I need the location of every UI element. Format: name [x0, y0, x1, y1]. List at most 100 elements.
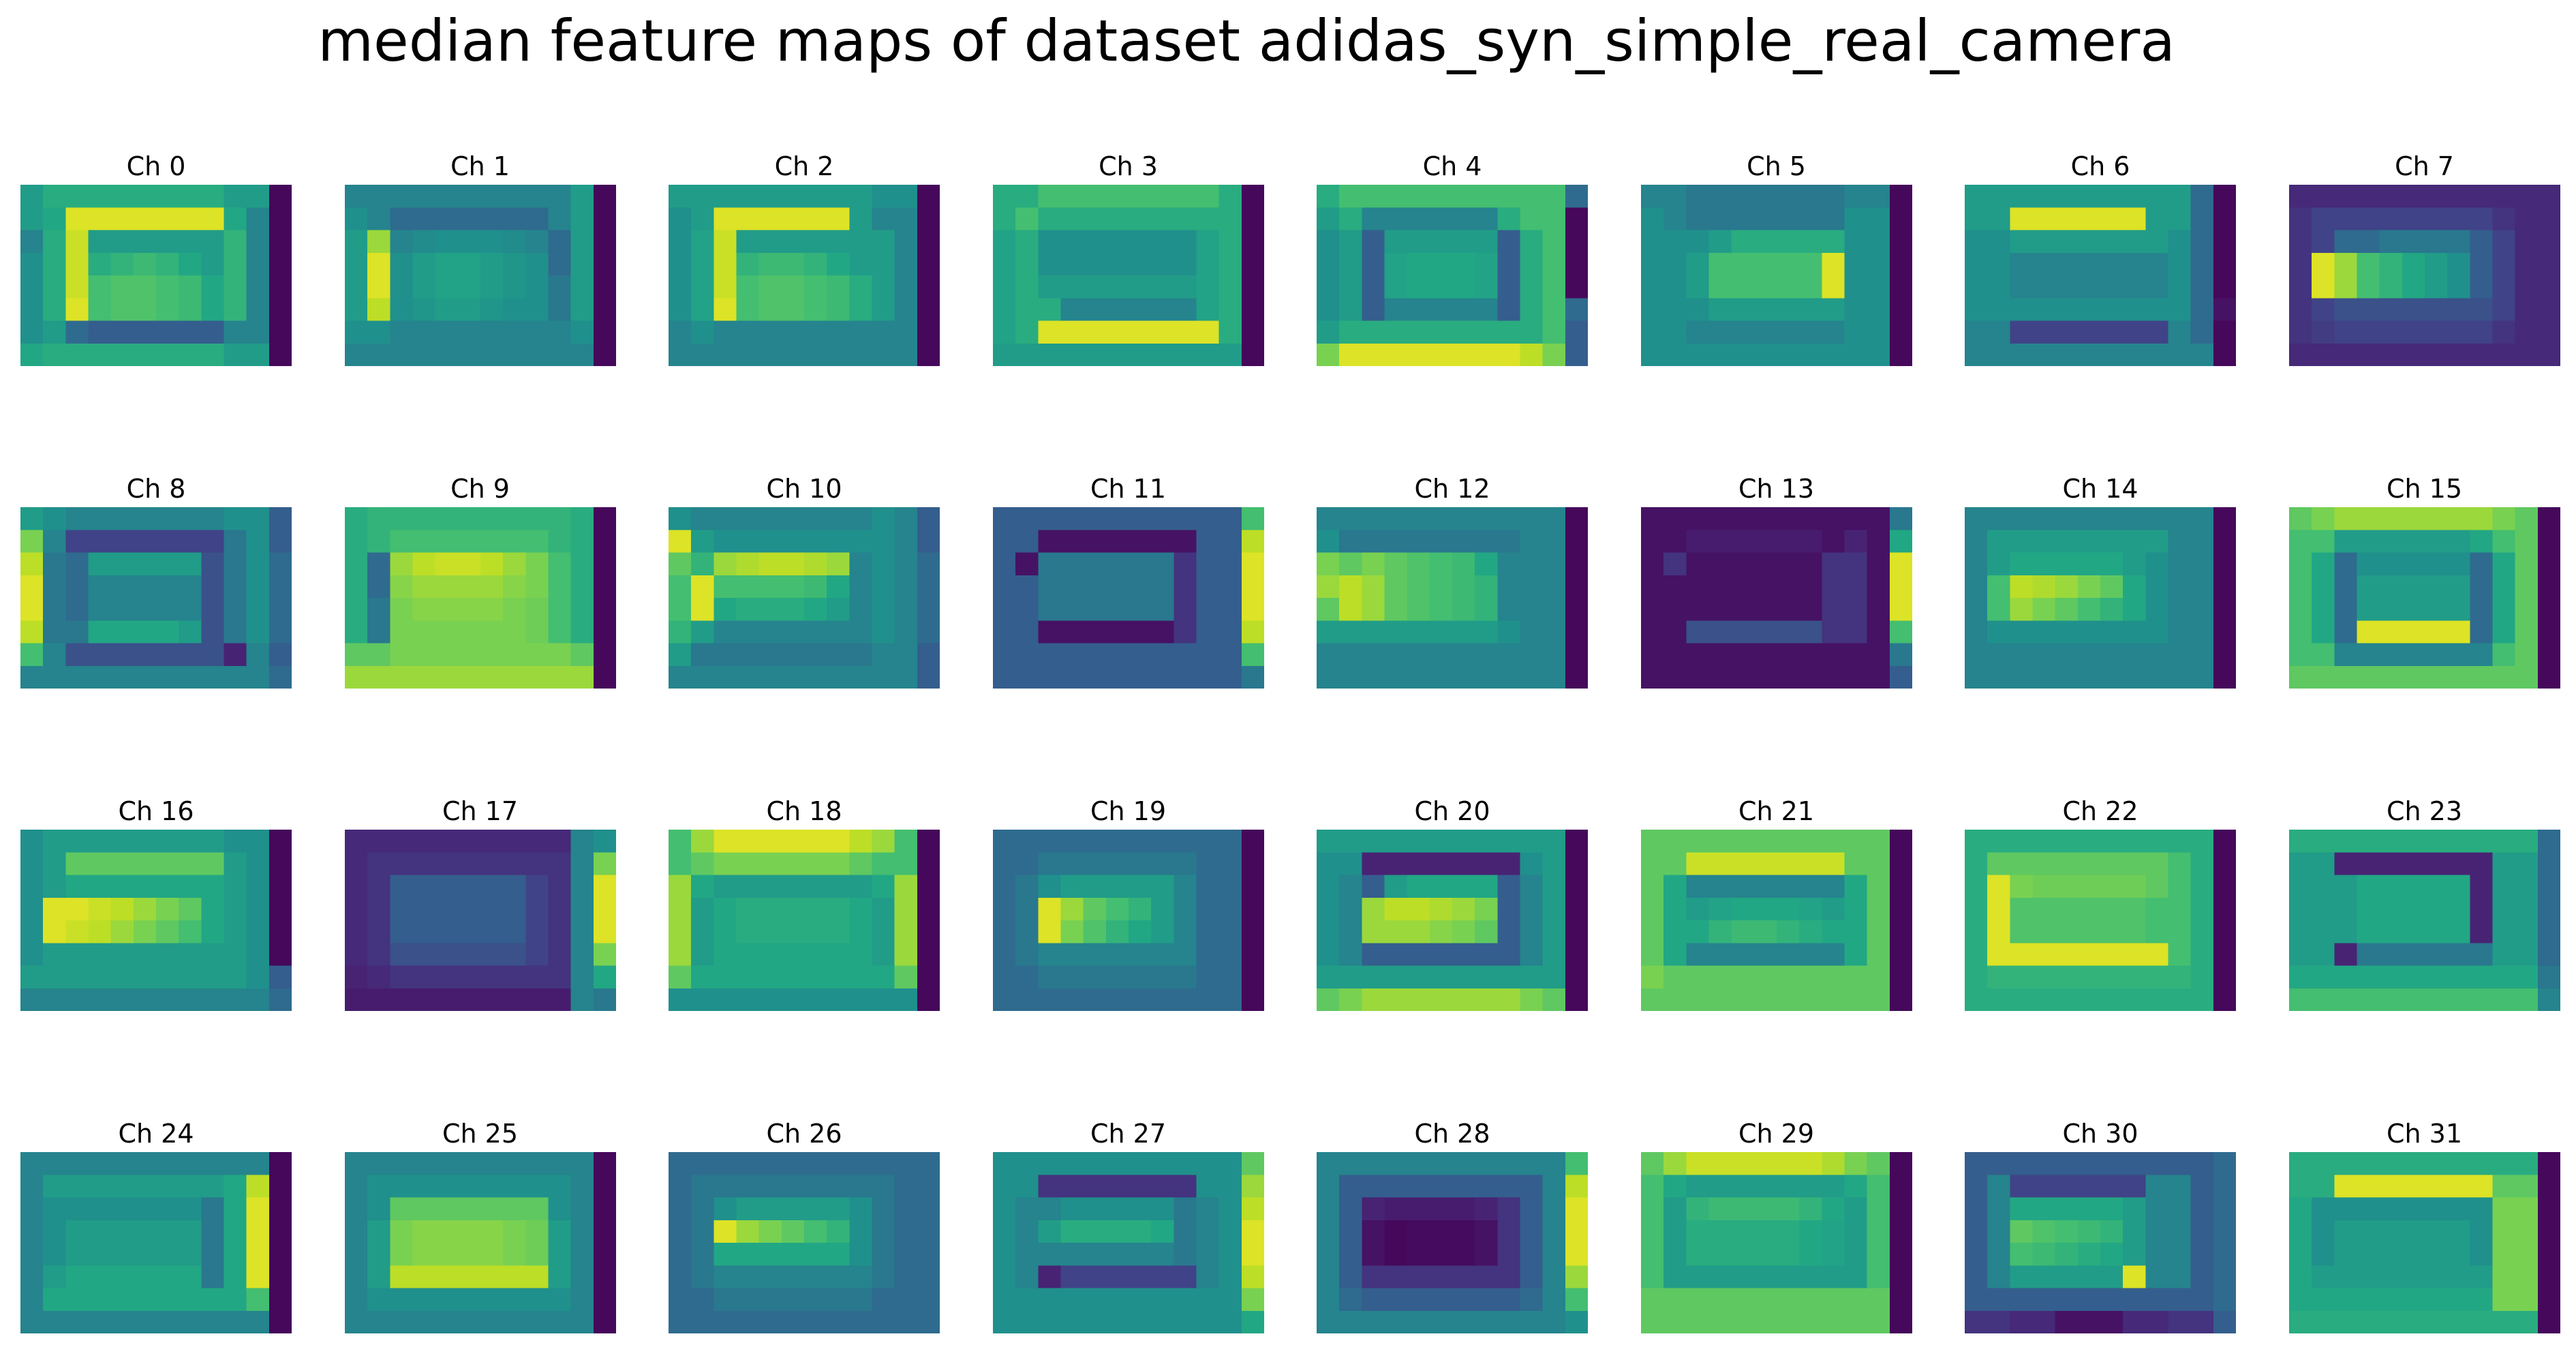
heatmap-cell [1520, 275, 1544, 299]
heatmap-cell [2379, 552, 2402, 576]
heatmap-cell [1867, 320, 1890, 344]
heatmap-cell [502, 507, 526, 530]
heatmap-cell [917, 575, 940, 599]
heatmap-cell [804, 1152, 827, 1175]
heatmap-cell [2288, 575, 2312, 599]
heatmap-cell [502, 620, 526, 644]
heatmap-cell [179, 943, 202, 967]
heatmap-cell [827, 552, 850, 576]
heatmap-cell [804, 275, 827, 299]
heatmap-cell [804, 185, 827, 208]
feature-map-panel: Ch 21 [1640, 798, 1912, 1011]
heatmap-cell [2333, 1220, 2357, 1243]
heatmap-cell [736, 1265, 760, 1289]
heatmap-cell [1708, 897, 1732, 921]
heatmap-cell [1196, 620, 1219, 644]
heatmap-cell [2402, 298, 2425, 322]
heatmap-cell [1173, 207, 1197, 231]
heatmap-cell [2145, 207, 2169, 231]
heatmap-cell [1844, 1175, 1867, 1198]
heatmap-cell [2100, 275, 2123, 299]
heatmap-cell [2379, 897, 2402, 921]
panel-title: Ch 29 [1738, 1119, 1815, 1149]
heatmap-cell [1037, 552, 1061, 576]
heatmap-cell [1317, 252, 1340, 276]
heatmap-cell [593, 185, 616, 208]
heatmap-cell [179, 920, 202, 943]
heatmap-cell [2333, 230, 2357, 254]
heatmap-cell [827, 852, 850, 876]
heatmap-cell [1798, 852, 1822, 876]
heatmap-cell [2168, 1265, 2192, 1289]
heatmap-cell [1889, 1265, 1912, 1289]
heatmap-cell [1685, 943, 1709, 967]
heatmap-cell [1798, 275, 1822, 299]
heatmap-cell [1128, 988, 1152, 1011]
heatmap-cell [2055, 643, 2079, 667]
heatmap-cell [827, 1265, 850, 1289]
heatmap-cell [1776, 1243, 1800, 1266]
heatmap-cell [480, 230, 504, 254]
heatmap-cell [2447, 252, 2470, 276]
heatmap-cell [367, 1152, 390, 1175]
heatmap-cell [1241, 988, 1264, 1011]
heatmap-cell [389, 230, 413, 254]
heatmap-cell [1685, 965, 1709, 989]
heatmap-cell [714, 643, 737, 667]
heatmap-cell [1475, 920, 1498, 943]
heatmap-cell [20, 343, 44, 366]
heatmap-cell [1083, 920, 1106, 943]
heatmap-cell [1708, 230, 1732, 254]
heatmap-cell [2492, 965, 2515, 989]
heatmap-cell [1196, 988, 1219, 1011]
heatmap-cell [2123, 920, 2146, 943]
heatmap-cell [246, 830, 270, 853]
heatmap-cell [1798, 207, 1822, 231]
heatmap-cell [2379, 1265, 2402, 1289]
heatmap-cell [917, 298, 940, 322]
heatmap-cell [1173, 920, 1197, 943]
heatmap-cell [1731, 620, 1754, 644]
heatmap-cell [2492, 252, 2515, 276]
heatmap-cell [2145, 298, 2169, 322]
heatmap-cell [1241, 320, 1264, 344]
heatmap-cell [412, 207, 435, 231]
heatmap-cell [2469, 207, 2493, 231]
heatmap-cell [156, 185, 179, 208]
heatmap-cell [2333, 1288, 2357, 1312]
heatmap-cell [2032, 252, 2056, 276]
heatmap-cell [389, 830, 413, 853]
heatmap-cell [714, 552, 737, 576]
heatmap-cell [1542, 185, 1566, 208]
heatmap-cell [525, 1310, 549, 1333]
heatmap-cell [1429, 298, 1453, 322]
heatmap-cell [917, 643, 940, 667]
heatmap-cell [344, 320, 368, 344]
heatmap-cell [1339, 875, 1362, 898]
heatmap-cell [804, 252, 827, 276]
heatmap-cell [1173, 1175, 1197, 1198]
heatmap-cell [1987, 875, 2010, 898]
heatmap-cell [1663, 230, 1687, 254]
heatmap-cell [2100, 320, 2123, 344]
heatmap-cell [110, 185, 134, 208]
heatmap-cell [2333, 830, 2357, 853]
heatmap-cell [593, 988, 616, 1011]
heatmap-cell [1844, 1220, 1867, 1243]
heatmap-cell [179, 207, 202, 231]
heatmap-cell [1150, 920, 1174, 943]
heatmap-cell [1317, 230, 1340, 254]
heatmap-cell [344, 598, 368, 621]
heatmap-cell [1731, 852, 1754, 876]
heatmap-cell [781, 1288, 805, 1312]
heatmap-cell [269, 830, 292, 853]
heatmap-cell [758, 620, 782, 644]
heatmap-cell [872, 298, 895, 322]
heatmap-cell [736, 230, 760, 254]
heatmap-cell [1196, 875, 1219, 898]
heatmap-cell [156, 507, 179, 530]
heatmap-cell [133, 230, 157, 254]
heatmap-cell [1128, 185, 1152, 208]
heatmap-cell [1565, 252, 1588, 276]
heatmap-cell [1731, 275, 1754, 299]
